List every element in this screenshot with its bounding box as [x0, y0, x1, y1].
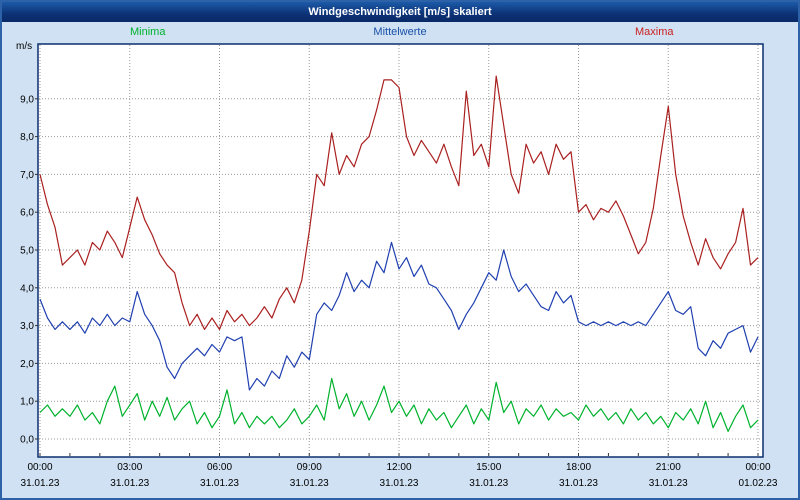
x-axis-date-label: 31.01.23: [469, 478, 508, 489]
y-axis-tick-label: 5,0: [20, 246, 34, 257]
y-axis-tick-label: 2,0: [20, 359, 34, 370]
x-axis-time-label: 15:00: [476, 462, 501, 473]
y-axis-tick-label: 7,0: [20, 170, 34, 181]
series-line-mittelwerte: [39, 241, 759, 391]
x-axis-time-label: 03:00: [117, 462, 142, 473]
y-axis-tick-label: 9,0: [20, 94, 34, 105]
x-axis-time-label: 12:00: [386, 462, 411, 473]
x-axis-date-label: 31.01.23: [110, 478, 149, 489]
y-axis-tick-label: 8,0: [20, 132, 34, 143]
y-axis-tick-label: 3,0: [20, 321, 34, 332]
window-title-bar: Windgeschwindigkeit [m/s] skaliert: [2, 2, 798, 22]
y-axis-unit-label: m/s: [16, 41, 32, 52]
y-axis-tick-label: 0,0: [20, 435, 34, 446]
x-axis-time-label: 06:00: [207, 462, 232, 473]
legend-minima: Minima: [130, 26, 166, 38]
x-axis-time-label: 09:00: [297, 462, 322, 473]
x-axis-date-label: 31.01.23: [290, 478, 329, 489]
x-axis-time-label: 18:00: [566, 462, 591, 473]
x-axis-time-label: 21:00: [656, 462, 681, 473]
series-line-maxima: [39, 75, 759, 330]
y-axis-tick-label: 1,0: [20, 397, 34, 408]
y-axis-tick-label: 6,0: [20, 208, 34, 219]
x-axis-date-label: 31.01.23: [380, 478, 419, 489]
legend-maxima: Maxima: [635, 26, 674, 38]
series-line-minima: [39, 377, 759, 432]
x-axis-date-label: 31.01.23: [649, 478, 688, 489]
y-axis-tick-label: 4,0: [20, 283, 34, 294]
x-axis-date-label: 31.01.23: [559, 478, 598, 489]
legend-mittelwerte: Mittelwerte: [373, 26, 427, 38]
x-axis-time-label: 00:00: [745, 462, 770, 473]
x-axis-date-label: 31.01.23: [21, 478, 60, 489]
x-axis-date-label: 31.01.23: [200, 478, 239, 489]
x-axis-time-label: 00:00: [27, 462, 52, 473]
x-axis-date-label: 01.02.23: [739, 478, 778, 489]
window-title: Windgeschwindigkeit [m/s] skaliert: [308, 6, 492, 18]
